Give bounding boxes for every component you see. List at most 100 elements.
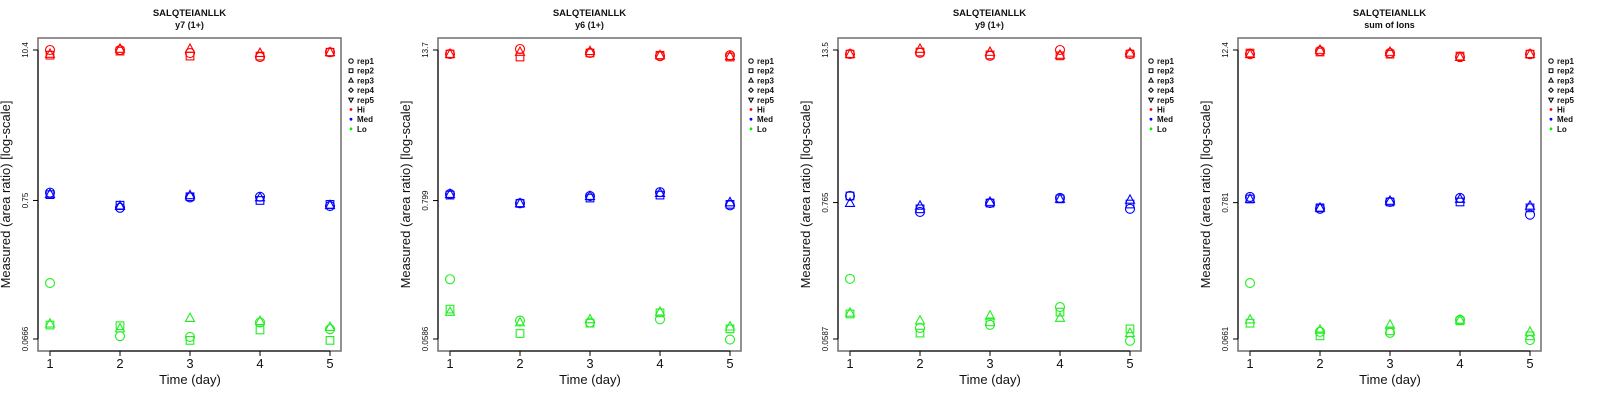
y-tick-label: 0.75 [21,192,30,208]
data-point-med-rep2 [1125,199,1135,209]
data-point-hi-rep1 [44,44,56,56]
y-tick-label: 13.7 [421,42,430,58]
data-point-hi-rep2 [725,52,735,62]
data-point-lo-rep2 [445,304,455,314]
data-point-med-rep1 [1244,191,1256,203]
legend-square-icon [348,68,354,74]
data-point-lo-rep2 [1125,324,1135,334]
y-tick-label: 0.0587 [821,326,830,351]
data-point-hi-rep3 [724,50,736,61]
chart-subtitle: y6 (1+) [575,20,604,30]
data-point-lo-rep2 [1315,331,1325,341]
data-point-lo-rep3 [254,315,266,326]
x-tick-label: 5 [1526,356,1533,371]
legend-square-icon [748,68,754,74]
data-point-lo-rep1 [254,317,266,328]
data-point-lo-rep1 [444,274,456,285]
legend-dot-icon-hi [749,108,753,111]
data-point-med-rep3 [654,186,666,198]
data-point-med-rep1 [844,190,856,202]
data-point-lo-rep3 [844,306,856,317]
data-point-med-rep3 [324,199,336,210]
y-tick-label: 12.4 [1221,42,1230,58]
data-point-lo-rep2 [655,308,665,318]
legend-dot-icon-lo [1149,127,1153,131]
legend-triangle-up-icon [1147,76,1155,83]
legend-label: Lo [1157,125,1167,134]
legend-label: rep1 [1557,57,1574,66]
data-point-med-rep1 [114,202,126,213]
plot-frame [37,37,342,352]
data-point-med-rep3 [184,189,196,200]
data-point-lo-rep1 [724,334,736,345]
data-point-hi-rep3 [1124,46,1136,57]
x-tick-label: 3 [1386,356,1393,371]
data-point-hi-rep3 [844,47,856,59]
legend-label: rep3 [757,76,774,85]
data-point-med-rep3 [254,191,266,202]
data-point-hi-rep3 [1054,48,1066,59]
data-point-lo-rep1 [1054,302,1066,313]
data-point-hi-rep3 [914,42,926,53]
data-point-lo-rep2 [1055,307,1065,317]
legend-label: Lo [1557,125,1567,134]
legend-circle-icon [1548,58,1554,64]
x-tick-label: 2 [116,356,123,371]
data-point-lo-rep1 [984,319,996,330]
legend-label: rep2 [757,67,774,76]
x-tick-label: 1 [446,356,453,371]
legend-dot-icon-hi [1149,108,1153,111]
data-point-lo-rep1 [1384,327,1396,338]
data-point-lo-rep1 [324,324,336,335]
x-tick-label: 1 [846,356,853,371]
x-tick-label: 2 [1316,356,1323,371]
legend-triangle-down-icon [347,97,355,104]
legend-label: rep2 [1157,67,1174,76]
data-point-med-rep3 [724,196,736,207]
x-tick-label: 3 [186,356,193,371]
data-point-hi-rep3 [654,49,666,60]
legend-label: Hi [1557,106,1565,115]
data-point-lo-rep3 [1384,318,1396,329]
data-points [44,42,336,345]
data-point-hi-rep3 [1244,48,1256,59]
data-point-lo-rep2 [325,336,335,345]
x-tick-label: 3 [586,356,593,371]
data-point-med-rep3 [844,196,856,207]
plot-frame [837,37,1142,352]
data-point-med-rep3 [984,195,996,206]
x-tick-label: 5 [1126,356,1133,371]
legend-label: Hi [1157,106,1165,115]
y-axis-label: Measured (area ratio) [log-scale] [400,101,413,289]
data-point-lo-rep1 [654,314,666,325]
data-point-med-rep1 [1524,209,1536,220]
legend-triangle-down-icon [1147,97,1155,104]
data-point-lo-rep1 [1314,326,1326,337]
legend-triangle-up-icon [1547,76,1555,83]
chart-title: SALQTEIANLLK [1353,8,1426,19]
data-point-med-rep3 [44,187,56,198]
x-axis-label: Time (day) [559,372,621,387]
data-point-hi-rep3 [44,47,56,58]
data-point-med-rep3 [444,187,456,199]
legend-triangle-down-icon [747,97,755,104]
chart-title: SALQTEIANLLK [953,8,1026,19]
y-axis-label: Measured (area ratio) [log-scale] [0,101,13,289]
data-point-med-rep1 [324,201,336,212]
data-point-med-rep1 [984,197,996,209]
x-tick-label: 1 [46,356,53,371]
legend-diamond-icon [1148,87,1154,94]
data-point-med-rep3 [514,197,526,208]
data-point-hi-rep3 [514,45,526,56]
data-point-med-rep1 [1124,203,1136,214]
data-point-lo-rep2 [985,317,995,327]
data-point-lo-rep2 [185,336,195,345]
y-tick-label: 13.5 [821,42,830,58]
